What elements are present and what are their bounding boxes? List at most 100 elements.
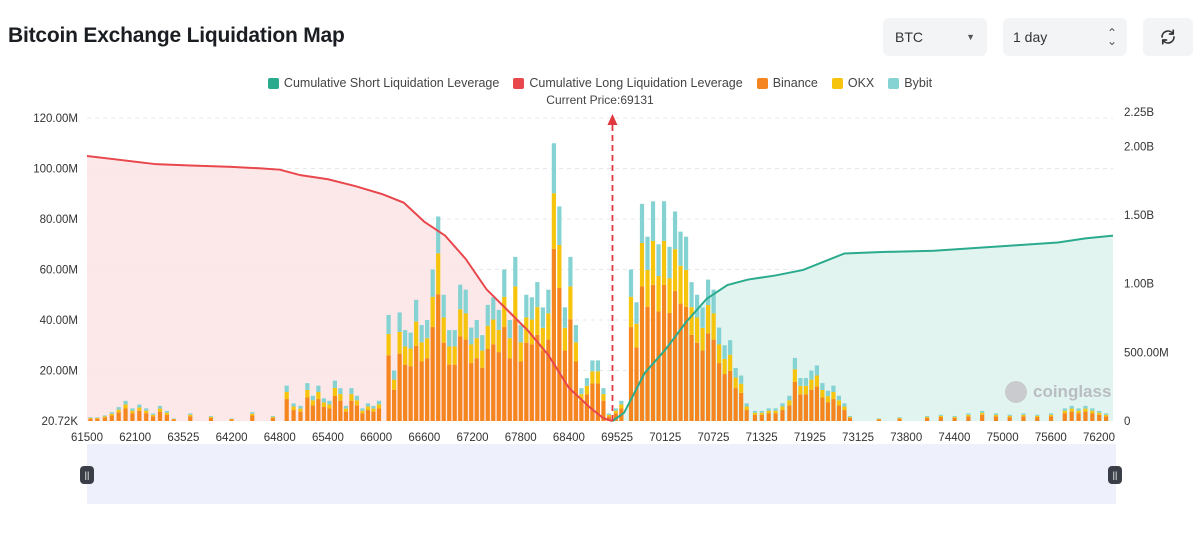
bar-bybit — [496, 309, 501, 330]
bar-binance — [540, 350, 545, 421]
x-tick-label: 75000 — [987, 432, 1019, 444]
bar-bybit — [1090, 408, 1095, 411]
bar-bybit — [408, 332, 413, 349]
bar-bybit — [722, 345, 727, 359]
x-tick-label: 69525 — [601, 432, 633, 444]
legend-item-long[interactable]: Cumulative Long Liquidation Leverage — [513, 76, 743, 90]
bar-binance — [298, 411, 303, 421]
bar-bybit — [425, 320, 430, 339]
y-left-tick-label: 40.00M — [40, 315, 78, 327]
bar-okx — [1021, 414, 1026, 417]
bar-okx — [144, 410, 149, 414]
bar-binance — [634, 347, 639, 421]
bar-bybit — [452, 330, 457, 347]
bar-binance — [327, 408, 332, 421]
bar-binance — [820, 397, 825, 421]
refresh-icon — [1161, 29, 1175, 45]
bar-bybit — [291, 403, 296, 407]
legend-label: Binance — [772, 76, 818, 90]
bar-okx — [371, 408, 376, 412]
bar-binance — [386, 355, 391, 421]
bar-bybit — [667, 246, 672, 279]
bar-okx — [1048, 414, 1054, 417]
bar-bybit — [678, 231, 683, 266]
bar-bybit — [897, 417, 902, 418]
bar-bybit — [338, 388, 343, 395]
bar-okx — [386, 334, 391, 356]
legend-item-bybit[interactable]: Bybit — [888, 76, 932, 90]
refresh-button[interactable] — [1143, 18, 1193, 56]
bar-okx — [270, 416, 276, 418]
bar-okx — [291, 406, 296, 411]
bar-binance — [739, 392, 744, 421]
bar-okx — [164, 412, 169, 415]
y-right-tick-label: 1.00B — [1124, 279, 1154, 291]
bar-binance — [1076, 413, 1081, 421]
bar-bybit — [188, 413, 193, 415]
bar-okx — [408, 348, 413, 367]
bar-bybit — [706, 279, 711, 306]
bar-bybit — [321, 398, 326, 403]
bar-bybit — [980, 410, 985, 413]
bar-binance — [376, 408, 382, 421]
bar-bybit — [639, 203, 645, 243]
bar-binance — [305, 397, 310, 421]
range-select[interactable]: 1 day ⌃ ⌄ — [1003, 18, 1127, 56]
bar-bybit — [392, 370, 397, 380]
bar-okx — [700, 327, 705, 351]
bar-binance — [1090, 413, 1095, 421]
bar-okx — [645, 269, 650, 307]
bar-okx — [250, 413, 255, 416]
bar-bybit — [441, 294, 446, 318]
bar-okx — [502, 296, 507, 328]
bar-binance — [1035, 417, 1040, 421]
bar-binance — [291, 410, 296, 421]
bar-okx — [171, 418, 176, 420]
bar-okx — [1083, 408, 1088, 412]
bar-okx — [518, 342, 523, 362]
y-left-tick-label: 120.00M — [33, 113, 78, 125]
bar-okx — [966, 414, 971, 417]
bar-binance — [436, 294, 441, 421]
bar-okx — [678, 265, 683, 304]
bar-bybit — [144, 408, 149, 411]
range-slider-track[interactable] — [87, 444, 1116, 504]
bar-okx — [1007, 415, 1012, 418]
bar-okx — [343, 408, 349, 412]
bar-bybit — [102, 415, 108, 417]
y-left-tick-label: 20.72K — [42, 416, 79, 428]
bar-bybit — [814, 365, 820, 376]
bar-okx — [752, 412, 758, 415]
bar-binance — [639, 286, 645, 421]
bar-okx — [897, 417, 902, 419]
range-slider-left-handle[interactable]: || — [80, 466, 94, 484]
bar-okx — [952, 416, 957, 418]
bar-binance — [562, 350, 567, 421]
bar-okx — [310, 400, 315, 406]
legend-item-short[interactable]: Cumulative Short Liquidation Leverage — [267, 76, 499, 90]
bar-okx — [661, 240, 667, 285]
bar-binance — [338, 400, 343, 421]
legend-item-binance[interactable]: Binance — [756, 76, 818, 90]
bar-binance — [831, 399, 836, 421]
bar-okx — [656, 276, 661, 312]
bar-okx — [938, 415, 943, 418]
bar-binance — [656, 311, 661, 421]
bar-okx — [365, 406, 371, 411]
legend-item-okx[interactable]: OKX — [831, 76, 874, 90]
bar-binance — [546, 339, 551, 421]
x-tick-label: 63525 — [167, 432, 199, 444]
bar-okx — [507, 338, 512, 359]
asset-select[interactable]: BTC ▼ — [883, 18, 987, 56]
bar-binance — [628, 327, 634, 421]
bar-binance — [847, 417, 853, 421]
bar-bybit — [130, 408, 135, 411]
bar-binance — [584, 394, 590, 421]
bar-okx — [847, 416, 853, 418]
bar-bybit — [376, 400, 382, 405]
bar-bybit — [595, 360, 601, 372]
bar-binance — [425, 358, 430, 421]
bar-binance — [678, 303, 683, 421]
bar-okx — [480, 350, 485, 368]
range-slider-right-handle[interactable]: || — [1108, 466, 1122, 484]
